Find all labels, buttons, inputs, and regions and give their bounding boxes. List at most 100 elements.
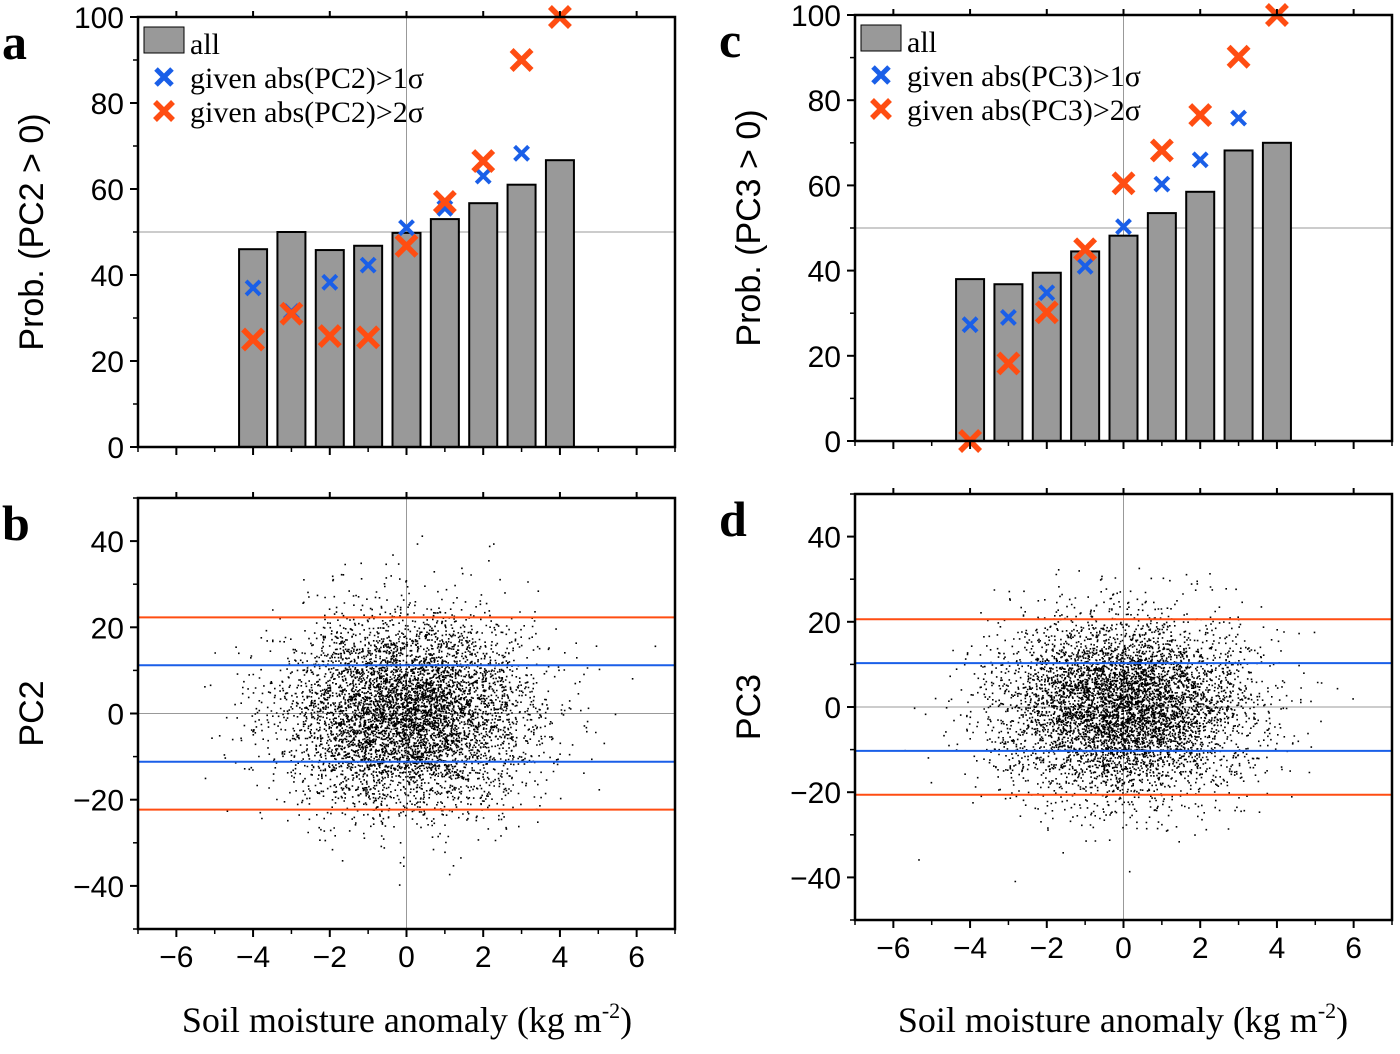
legend-marker-blue xyxy=(154,67,174,87)
y-tick-label: 60 xyxy=(808,170,841,203)
legend-marker-orange xyxy=(870,98,892,120)
marker-orange--4-stroke-2 xyxy=(241,327,266,352)
legend-entry-2: given abs(PC2)>2σ xyxy=(190,96,424,129)
marker-orange-0-stroke-2 xyxy=(1111,171,1136,196)
marker-orange-2 xyxy=(1188,103,1213,128)
marker-orange--1-stroke-2 xyxy=(1073,237,1098,262)
marker-blue-2 xyxy=(474,167,492,185)
legend-entry-1: given abs(PC3)>1σ xyxy=(907,60,1141,93)
marker-orange--1 xyxy=(356,325,381,350)
marker-blue--2 xyxy=(1038,284,1056,302)
marker-blue--4 xyxy=(244,279,262,297)
x-tick-label: 2 xyxy=(475,941,492,974)
marker-orange--1-stroke-2 xyxy=(356,325,381,350)
legend-marker-orange-stroke-2 xyxy=(153,100,175,122)
y-axis-label: PC2 xyxy=(13,680,51,746)
marker-orange--3 xyxy=(279,301,304,326)
bar-0 xyxy=(1108,234,1139,442)
marker-blue-0 xyxy=(398,219,415,237)
marker-blue-3 xyxy=(513,144,530,162)
marker-blue-3-stroke-2 xyxy=(513,144,530,162)
bar-3 xyxy=(1223,149,1254,443)
marker-blue-2 xyxy=(1191,151,1209,169)
x-tick-label: 2 xyxy=(1192,932,1209,965)
marker-orange--3-stroke-2 xyxy=(996,351,1021,376)
bar-1 xyxy=(429,218,460,448)
marker-blue--4-stroke-2 xyxy=(961,316,979,334)
marker-orange-1-stroke-2 xyxy=(1149,138,1174,163)
y-tick-label: 0 xyxy=(107,432,124,465)
y-tick-label: 80 xyxy=(808,85,841,118)
y-tick-label: 20 xyxy=(91,612,124,645)
marker-orange--4 xyxy=(241,327,266,352)
marker-blue--4 xyxy=(961,316,979,334)
marker-blue--3-stroke-2 xyxy=(1000,309,1017,326)
x-tick-label: 4 xyxy=(1269,932,1286,965)
x-tick-label: −6 xyxy=(876,932,910,965)
scatter-points xyxy=(904,567,1354,883)
marker-blue-3-stroke-2 xyxy=(1230,109,1247,127)
marker-orange-2-stroke-2 xyxy=(1188,103,1213,128)
marker-orange--2 xyxy=(317,324,342,349)
x-tick-label: 6 xyxy=(628,941,645,974)
bar-3 xyxy=(506,183,537,448)
bar-4 xyxy=(544,159,575,448)
legend-entry-0: all xyxy=(907,26,937,59)
marker-orange-0 xyxy=(1111,171,1136,196)
marker-blue--2 xyxy=(321,273,339,291)
bar-0 xyxy=(391,231,422,448)
marker-blue--1 xyxy=(1076,257,1094,275)
y-tick-label: 40 xyxy=(808,256,841,289)
marker-orange-3-stroke-2 xyxy=(509,48,534,72)
marker-blue--2-stroke-2 xyxy=(1038,284,1056,302)
marker-orange-0 xyxy=(394,233,419,258)
x-tick-label: −6 xyxy=(159,941,193,974)
panel-letter: c xyxy=(719,12,741,68)
bar--3 xyxy=(276,231,307,448)
y-tick-label: 80 xyxy=(91,88,124,121)
legend-marker-orange xyxy=(153,100,175,122)
legend-entry-1: given abs(PC2)>1σ xyxy=(190,62,424,95)
panel-letter: d xyxy=(719,491,747,547)
y-axis-label: Prob. (PC3 > 0) xyxy=(730,109,768,346)
marker-blue-2-stroke-2 xyxy=(474,167,492,185)
marker-orange-3 xyxy=(1226,44,1251,69)
y-tick-label: 0 xyxy=(824,426,841,459)
marker-orange--1 xyxy=(1073,237,1098,262)
marker-blue--3 xyxy=(1000,309,1017,326)
legend-marker-orange-stroke-2 xyxy=(870,98,892,120)
x-tick-label: 6 xyxy=(1345,932,1362,965)
x-tick-label: 0 xyxy=(1115,932,1132,965)
marker-orange--3-stroke-2 xyxy=(279,301,304,326)
bar--1 xyxy=(1070,250,1101,442)
x-axis-label-left: Soil moisture anomaly (kg m-2) xyxy=(182,998,632,1040)
x-axis-label-right: Soil moisture anomaly (kg m-2) xyxy=(898,998,1348,1040)
y-tick-label: 0 xyxy=(824,692,841,725)
bar-2 xyxy=(1185,190,1216,442)
marker-orange-0-stroke-2 xyxy=(394,233,419,258)
marker-orange-1 xyxy=(1149,138,1174,163)
marker-blue-1 xyxy=(1153,175,1171,193)
y-tick-label: 100 xyxy=(74,2,124,35)
marker-blue--1 xyxy=(359,256,377,274)
legend-marker-blue-stroke-2 xyxy=(154,67,174,87)
legend-swatch-all xyxy=(860,24,902,52)
marker-blue-2-stroke-2 xyxy=(1191,151,1209,169)
bar--4 xyxy=(955,278,986,442)
legend-marker-blue xyxy=(871,65,891,85)
marker-orange--2-stroke-2 xyxy=(1034,300,1059,325)
bar-1 xyxy=(1146,212,1177,442)
marker-blue-0-stroke-2 xyxy=(1115,218,1132,236)
marker-orange-1-stroke-2 xyxy=(432,189,457,214)
bar-4 xyxy=(1261,141,1292,443)
y-tick-label: 0 xyxy=(107,699,124,732)
y-tick-label: −40 xyxy=(790,862,841,895)
y-tick-label: 40 xyxy=(808,522,841,555)
marker-orange-3-stroke-2 xyxy=(1226,44,1251,69)
x-tick-label: 4 xyxy=(552,941,569,974)
y-tick-label: 60 xyxy=(91,174,124,207)
